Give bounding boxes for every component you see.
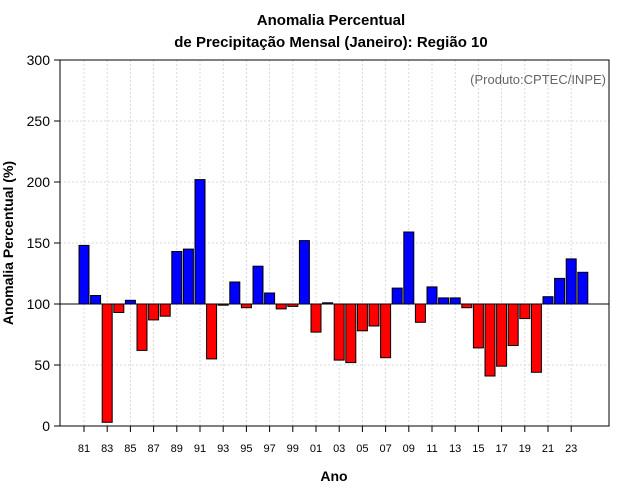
bar-12 [438,297,450,305]
x-tick-label: 07 [379,443,391,455]
x-tick-label: 17 [495,443,507,455]
bar-82 [90,295,102,305]
bar-91 [194,179,206,305]
bar-81 [78,244,90,305]
x-tick-label: 05 [356,443,368,455]
y-tick-label: 50 [34,357,50,373]
bar-07 [380,303,392,359]
bar-83 [101,303,113,423]
y-tick-label: 250 [27,113,51,129]
x-axis-label: Ano [320,468,347,484]
x-tick-label: 91 [194,443,206,455]
x-tick-label: 85 [124,443,136,455]
bar-13 [449,297,461,305]
y-tick-label: 300 [27,52,51,68]
y-tick-label: 150 [27,235,51,251]
y-tick-label: 100 [27,296,51,312]
x-tick-label: 93 [217,443,229,455]
bar-86 [136,303,148,351]
x-tick-label: 89 [171,443,183,455]
x-tick-label: 81 [78,443,90,455]
bar-09 [403,231,415,305]
bar-16 [484,303,496,377]
bar-17 [496,303,508,367]
bar-95 [240,303,252,309]
bar-21 [542,296,554,305]
bar-90 [182,248,194,305]
bar-10 [414,303,426,323]
bar-98 [275,303,287,310]
bar-14 [461,303,473,309]
bar-01 [310,303,322,333]
bar-04 [345,303,357,364]
bar-06 [368,303,380,327]
bar-05 [356,303,368,332]
bar-18 [507,303,519,346]
bar-22 [554,277,566,305]
credit-label: (Produto:CPTEC/INPE) [470,72,606,87]
bar-03 [333,303,345,361]
x-tick-label: 11 [426,443,437,455]
x-tick-label: 87 [147,443,159,455]
x-tick-label: 97 [263,443,275,455]
x-tick-label: 95 [240,443,252,455]
x-tick-label: 21 [542,443,554,455]
bar-94 [229,281,241,305]
bar-84 [113,303,125,313]
bar-20 [530,303,542,373]
plot-frame [59,59,610,427]
bar-96 [252,265,264,305]
grid-lines [60,59,609,427]
bar-88 [159,303,171,317]
x-tick-label: 83 [101,443,113,455]
bar-15 [472,303,484,349]
bar-08 [391,287,403,305]
x-axis: 81 83 85 87 89 91 93 95 97 99 01 03 05 07 09 11 13 15 17 19… [78,426,577,455]
x-tick-label: 23 [565,443,577,455]
x-tick-label: 09 [403,443,415,455]
bar-92 [206,303,218,360]
x-tick-label: 03 [333,443,345,455]
x-tick-label: 13 [449,443,461,455]
y-tick-label: 0 [42,418,50,434]
y-axis-label: Anomalia Percentual (%) [0,161,16,325]
x-tick-label: 99 [287,443,299,455]
chart-title-line2: de Precipitação Mensal (Janeiro): Região… [174,34,487,51]
x-tick-label: 19 [519,443,531,455]
bar-23 [565,258,577,305]
bar-00 [298,240,310,305]
bar-85 [124,299,136,305]
y-axis: 0 50 100 150 200 250 300 [27,52,60,434]
bar-97 [264,292,276,305]
bar-11 [426,286,438,305]
chart-title-line1: Anomalia Percentual [257,12,405,29]
x-tick-label: 15 [472,443,484,455]
bar-24 [577,271,589,305]
y-tick-label: 200 [27,174,51,190]
bars-group [78,179,589,423]
x-tick-label: 01 [310,443,322,455]
bar-89 [171,251,183,305]
bar-19 [519,303,531,320]
bar-87 [148,303,160,321]
